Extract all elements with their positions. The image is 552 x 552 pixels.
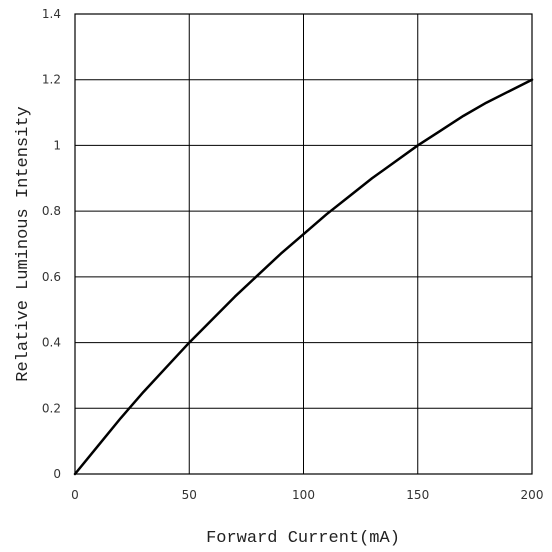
x-tick-label: 200 xyxy=(521,488,544,502)
x-tick-label: 50 xyxy=(182,488,197,502)
x-tick-labels: 0 50 100 150 200 xyxy=(71,488,543,502)
x-tick-label: 100 xyxy=(292,488,315,502)
plot-frame xyxy=(74,13,533,475)
y-tick-label: 0.2 xyxy=(42,401,61,415)
x-axis-title: Forward Current(mA) xyxy=(206,529,400,548)
series-group xyxy=(73,78,534,476)
y-tick-label: 1 xyxy=(53,138,61,152)
y-tick-label: 1.2 xyxy=(42,73,61,87)
y-tick-label: 0.8 xyxy=(42,204,61,218)
series-line-0 xyxy=(73,78,534,476)
y-tick-label: 0.6 xyxy=(42,270,61,284)
y-tick-label: 0 xyxy=(53,467,61,481)
y-axis-title: Relative Luminous Intensity xyxy=(14,106,33,381)
y-tick-labels: 0 0.2 0.4 0.6 0.8 1 1.2 1.4 xyxy=(42,7,61,481)
x-tick-label: 0 xyxy=(71,488,79,502)
y-tick-label: 1.4 xyxy=(42,7,61,21)
y-tick-label: 0.4 xyxy=(42,336,61,350)
grid xyxy=(74,13,533,475)
x-tick-label: 150 xyxy=(406,488,429,502)
